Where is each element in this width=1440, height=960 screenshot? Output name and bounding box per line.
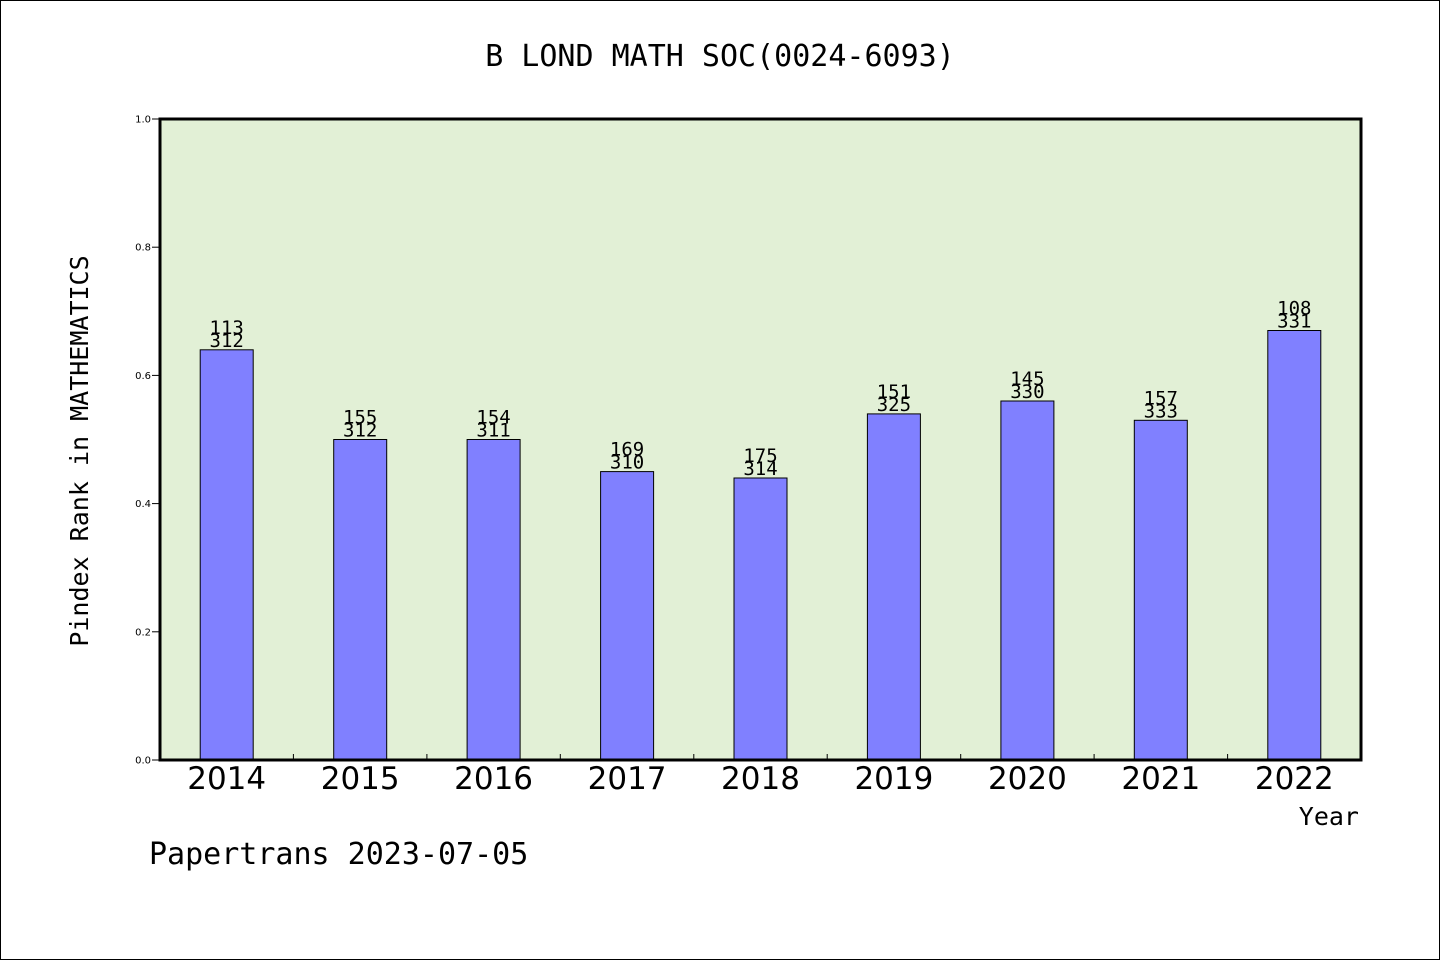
bar-2016 bbox=[466, 439, 521, 761]
y-tick-label: 0.4 bbox=[135, 499, 151, 510]
y-tick-label: 0.6 bbox=[135, 371, 151, 382]
bar-rank-label-2016: 154 bbox=[476, 407, 510, 429]
chart-title: B LOND MATH SOC(0024-6093) bbox=[485, 39, 955, 74]
x-tick-label-2019: 2019 bbox=[854, 761, 933, 797]
bar-rank-label-2020: 145 bbox=[1010, 368, 1044, 390]
x-tick-label-2017: 2017 bbox=[588, 761, 667, 797]
x-tick-label-2016: 2016 bbox=[454, 761, 533, 797]
bar-2019 bbox=[866, 413, 921, 761]
axis-ticks-group: 2014 2015 2016 2017 2018 2019 2020 2021 2022 0.0 0… bbox=[135, 115, 1334, 798]
y-tick-label: 0.2 bbox=[135, 627, 151, 638]
y-axis-label: Pindex Rank in MATHEMATICS bbox=[65, 255, 94, 646]
bar-total-label-2019: 325 bbox=[877, 394, 911, 416]
bar-rank-label-2019: 151 bbox=[877, 381, 911, 403]
x-tick-label-2015: 2015 bbox=[321, 761, 400, 797]
x-tick-label-2022: 2022 bbox=[1255, 761, 1334, 797]
bar-total-label-2018: 314 bbox=[743, 458, 777, 480]
bar-rank-label-2017: 169 bbox=[610, 439, 644, 461]
bar-total-label-2022: 331 bbox=[1277, 311, 1311, 333]
bar-2015 bbox=[333, 439, 388, 761]
bar-2022 bbox=[1267, 330, 1322, 761]
bar-2021 bbox=[1133, 419, 1188, 761]
bar-rank-label-2014: 113 bbox=[210, 317, 244, 339]
bar-total-label-2014: 312 bbox=[210, 330, 244, 352]
bar-2017 bbox=[600, 471, 655, 761]
y-tick-label: 1.0 bbox=[135, 115, 151, 126]
x-tick-label-2018: 2018 bbox=[721, 761, 800, 797]
x-axis-label: Year bbox=[1299, 802, 1359, 831]
bar-2018 bbox=[733, 477, 788, 761]
bar-2014 bbox=[199, 349, 254, 761]
x-tick-label-2021: 2021 bbox=[1121, 761, 1200, 797]
bar-total-label-2021: 333 bbox=[1144, 400, 1178, 422]
bar-total-label-2015: 312 bbox=[343, 420, 377, 442]
x-tick-label-2020: 2020 bbox=[988, 761, 1067, 797]
bar-2020 bbox=[1000, 400, 1055, 761]
bar-rank-label-2022: 108 bbox=[1277, 298, 1311, 320]
bar-rank-label-2015: 155 bbox=[343, 407, 377, 429]
bar-rank-label-2021: 157 bbox=[1144, 387, 1178, 409]
bar-total-label-2016: 311 bbox=[476, 420, 510, 442]
y-tick-label: 0.8 bbox=[135, 243, 151, 254]
footer-credit: Papertrans 2023-07-05 bbox=[149, 837, 528, 872]
bar-total-label-2020: 330 bbox=[1010, 381, 1044, 403]
y-tick-label: 0.0 bbox=[135, 756, 151, 767]
x-tick-label-2014: 2014 bbox=[187, 761, 266, 797]
plot-border bbox=[158, 117, 1363, 762]
bar-rank-label-2018: 175 bbox=[743, 445, 777, 467]
bar-total-label-2017: 310 bbox=[610, 452, 644, 474]
